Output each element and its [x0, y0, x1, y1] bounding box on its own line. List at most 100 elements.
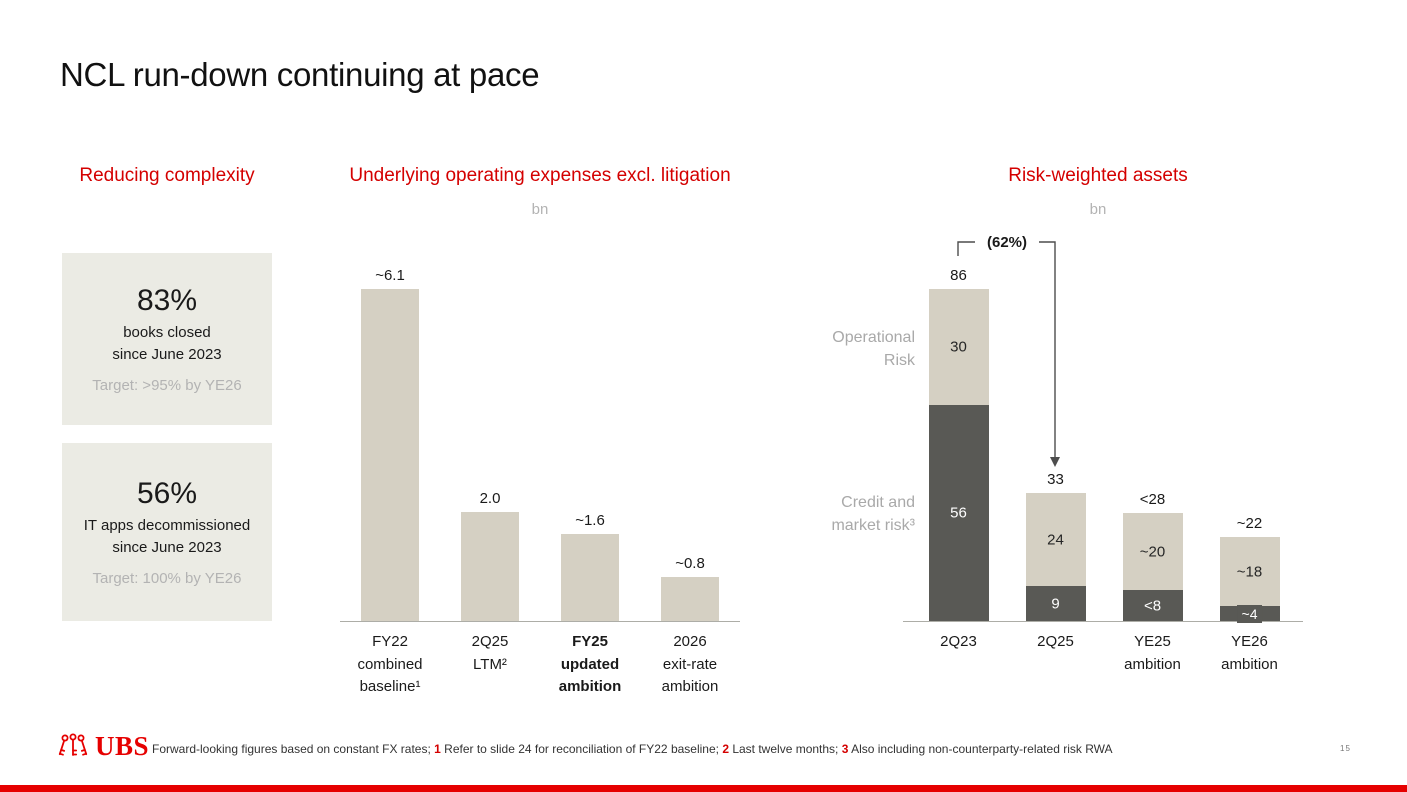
- category-label-line: YE26: [1231, 633, 1268, 650]
- stat-line: since June 2023: [112, 345, 222, 363]
- category-label: YE25 ambition: [1104, 631, 1201, 676]
- footnote-text: Forward-looking figures based on constan…: [152, 742, 435, 756]
- stat-box-books-closed: 83% books closed since June 2023 Target:…: [62, 253, 272, 425]
- segment-value-label: ~18: [1236, 563, 1263, 580]
- total-value-label: <28: [1139, 491, 1166, 508]
- series-label-credit-market-risk: Credit and market risk³: [770, 491, 915, 537]
- rwa-stacked-bar: 30 56: [928, 289, 989, 621]
- reduction-percent-label: (62%): [987, 234, 1027, 251]
- footnote-ref-number: 1: [434, 742, 441, 756]
- category-label-line: ambition: [558, 678, 622, 695]
- footnote-ref-number: 2: [722, 742, 729, 756]
- rwa-segment-dark: 9: [1025, 586, 1086, 621]
- total-value-label: ~22: [1236, 515, 1263, 532]
- bottom-red-strip: [0, 785, 1407, 792]
- category-label-line: 2Q25: [471, 633, 509, 650]
- category-label-line: 2Q25: [1037, 633, 1074, 650]
- stat-value: 83%: [136, 283, 198, 317]
- category-label-line: 2Q23: [940, 633, 977, 650]
- category-label-line: ambition: [1124, 655, 1181, 673]
- section-header-rwa: Risk-weighted assets: [1008, 165, 1188, 186]
- category-label-line: FY22: [372, 633, 408, 650]
- category-label-line: FY25: [572, 633, 608, 650]
- rwa-stacked-bar: ~18 ~4: [1219, 537, 1280, 623]
- segment-value-label: 9: [1051, 595, 1060, 612]
- rwa-chart: (62%) 86 30 56 33 24 9 <28 ~20 <8 ~22 ~18 ~4 2Q23 2Q…: [903, 230, 1303, 676]
- annotation-backdrop: [975, 232, 1039, 250]
- rwa-segment-beige: ~20: [1122, 513, 1183, 590]
- series-label-operational-risk: Operational Risk: [770, 326, 915, 372]
- expenses-bar: [661, 577, 719, 621]
- category-label: FY22 combined baseline¹: [340, 631, 440, 699]
- expenses-bar: [461, 512, 519, 621]
- rwa-stacked-bar: ~20 <8: [1122, 513, 1183, 621]
- rwa-bar-column: 33 24 9: [1007, 471, 1104, 621]
- section-header-reducing-complexity: Reducing complexity: [79, 165, 255, 186]
- expenses-bar: [561, 534, 619, 621]
- category-label-line: ambition: [1221, 655, 1278, 673]
- segment-value-label: ~20: [1139, 543, 1166, 560]
- rwa-segment-dark: <8: [1122, 590, 1183, 621]
- segment-value-label: 24: [1047, 531, 1064, 548]
- total-value-label: 33: [1047, 471, 1064, 488]
- category-label-line: combined: [357, 655, 423, 673]
- expenses-chart: ~6.1 2.0 ~1.6 ~0.8 FY22 combined baseline¹ 2Q2…: [340, 230, 740, 699]
- category-label-line: ambition: [661, 678, 719, 695]
- expenses-unit-label: bn: [531, 201, 549, 218]
- rwa-segment-dark: ~4: [1219, 604, 1280, 623]
- series-label-line: Credit and: [841, 494, 915, 511]
- category-label-line: 2026: [673, 633, 707, 650]
- footnote-text: Last twelve months;: [729, 742, 842, 756]
- segment-value-label: ~4: [1236, 604, 1263, 623]
- stat-value: 56%: [136, 476, 198, 510]
- bar-value-label: ~6.1: [375, 267, 405, 284]
- expenses-categories: FY22 combined baseline¹ 2Q25 LTM² FY25 updated…: [340, 631, 740, 699]
- page-number: 15: [1340, 744, 1351, 753]
- expenses-bar-column: ~6.1: [340, 267, 440, 621]
- expenses-bar: [361, 289, 419, 621]
- rwa-segment-beige: ~18: [1219, 537, 1280, 606]
- rwa-segment-dark: 56: [928, 405, 989, 621]
- expenses-bar-column: ~1.6: [540, 512, 640, 621]
- footnote-ref-number: 3: [841, 742, 849, 756]
- rwa-bar-column: 86 30 56: [910, 267, 1007, 621]
- segment-value-label: <8: [1143, 597, 1162, 614]
- category-label: YE26 ambition: [1201, 631, 1298, 676]
- rwa-segment-beige: 30: [928, 289, 989, 405]
- footnote-text: Refer to slide 24 for reconciliation of …: [440, 742, 723, 756]
- category-label-line: updated: [560, 655, 620, 673]
- footnote-text: Also including non-counterparty-related …: [848, 742, 1113, 756]
- expenses-bar-column: 2.0: [440, 490, 540, 621]
- expenses-bar-column: ~0.8: [640, 555, 740, 621]
- category-label-line: exit-rate: [662, 655, 718, 673]
- category-label: 2Q25 LTM²: [440, 631, 540, 699]
- segment-value-label: 30: [950, 338, 967, 356]
- category-label: 2026 exit-rate ambition: [640, 631, 740, 699]
- category-label: 2Q23: [910, 631, 1007, 676]
- rwa-unit-label: bn: [1089, 201, 1107, 218]
- rwa-segment-beige: 24: [1025, 493, 1086, 586]
- stat-target: Target: 100% by YE26: [92, 570, 242, 588]
- total-value-label: 86: [950, 267, 967, 284]
- rwa-bar-column: <28 ~20 <8: [1104, 491, 1201, 621]
- category-label: FY25 updated ambition: [540, 631, 640, 699]
- category-label-line: LTM²: [473, 655, 507, 673]
- footnote: Forward-looking figures based on constan…: [152, 742, 1312, 756]
- rwa-categories: 2Q23 2Q25 YE25 ambition YE26 ambition: [903, 631, 1303, 676]
- rwa-bar-column: ~22 ~18 ~4: [1201, 515, 1298, 623]
- stat-line: since June 2023: [112, 538, 222, 556]
- rwa-plot: (62%) 86 30 56 33 24 9 <28 ~20 <8 ~22 ~18 ~4: [903, 230, 1303, 623]
- expenses-plot: ~6.1 2.0 ~1.6 ~0.8: [340, 230, 740, 622]
- ubs-logo: UBS: [58, 731, 149, 762]
- ubs-wordmark: UBS: [95, 731, 150, 761]
- bar-value-label: 2.0: [479, 490, 501, 507]
- arrow-head-icon: [1050, 457, 1060, 467]
- stat-line: books closed: [123, 323, 211, 341]
- stat-line: IT apps decommissioned: [83, 516, 251, 534]
- category-label: 2Q25: [1007, 631, 1104, 676]
- series-label-line: Risk: [883, 352, 915, 370]
- stat-target: Target: >95% by YE26: [92, 377, 242, 395]
- stat-box-it-apps: 56% IT apps decommissioned since June 20…: [62, 443, 272, 621]
- segment-value-label: 56: [950, 504, 967, 522]
